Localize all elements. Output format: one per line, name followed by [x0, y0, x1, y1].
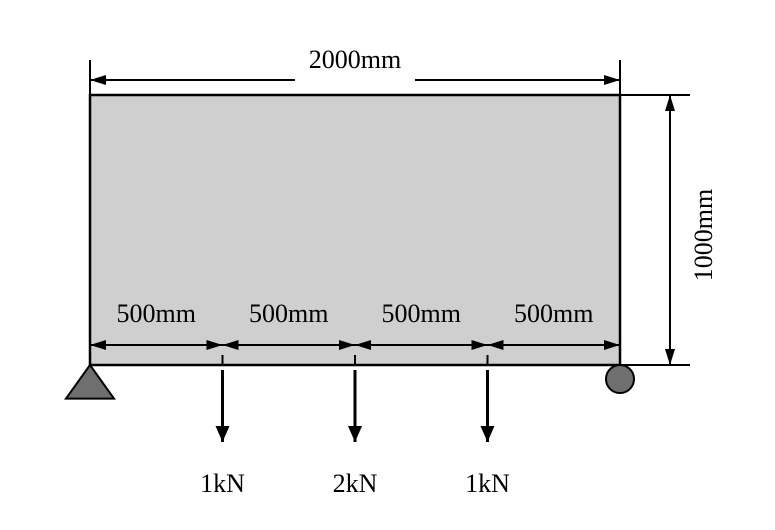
right-dimension-label: 1000mm — [689, 189, 718, 281]
bottom-dimension-label-2: 500mm — [249, 299, 328, 328]
bottom-dimension-label-3: 500mm — [382, 299, 461, 328]
load-label-1: 1kN — [200, 469, 245, 498]
top-dimension-label: 2000mm — [309, 45, 401, 74]
bottom-dimension-label-4: 500mm — [514, 299, 593, 328]
bottom-dimension-label-1: 500mm — [117, 299, 196, 328]
pinned-support-icon — [66, 365, 114, 399]
roller-support-icon — [606, 365, 634, 393]
load-label-2: 2kN — [333, 469, 378, 498]
load-label-3: 1kN — [465, 469, 510, 498]
